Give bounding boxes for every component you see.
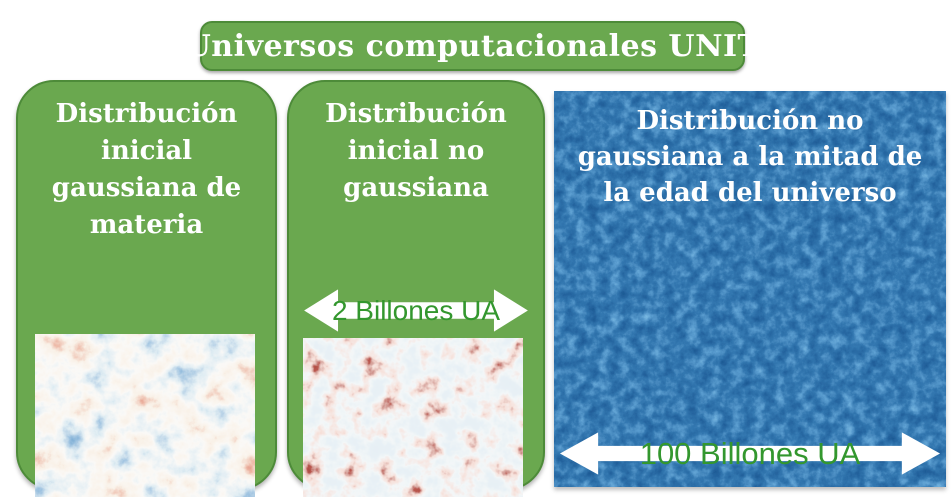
title-banner: Universos computacionales UNIT — [185, 21, 760, 71]
scale-label-100-billones: 100 Billones UA — [639, 436, 861, 471]
panel-title-non-gaussian-evolved: Distribución no gaussiana a la mitad de … — [577, 106, 923, 208]
cosmic-web-texture — [554, 91, 946, 487]
panel-gaussian-initial: Distribución inicial gaussiana de materi… — [16, 80, 277, 497]
panel-non-gaussian-initial: Distribución inicial no gaussiana 2 Bill… — [287, 80, 545, 497]
scale-arrow-100-billones: 100 Billones UA — [559, 430, 941, 477]
scale-arrow-2-billones: 2 Billones UA — [303, 287, 529, 334]
panel-title-non-gaussian-initial: Distribución inicial no gaussiana — [325, 99, 507, 203]
double-headed-arrow-icon — [304, 289, 528, 332]
clumps-noise-texture — [303, 338, 523, 497]
panel-title-gaussian-initial: Distribución inicial gaussiana de materi… — [51, 99, 242, 240]
double-headed-arrow-icon — [559, 432, 941, 475]
non-gaussian-clumps-image — [303, 338, 523, 497]
scale-label-2-billones: 2 Billones UA — [331, 294, 501, 326]
title-banner-label: Universos computacionales UNIT — [184, 28, 761, 64]
gaussian-matter-field-image — [35, 334, 255, 497]
panel-non-gaussian-evolved: Distribución no gaussiana a la mitad de … — [554, 91, 946, 487]
cmb-noise-texture — [35, 334, 255, 497]
